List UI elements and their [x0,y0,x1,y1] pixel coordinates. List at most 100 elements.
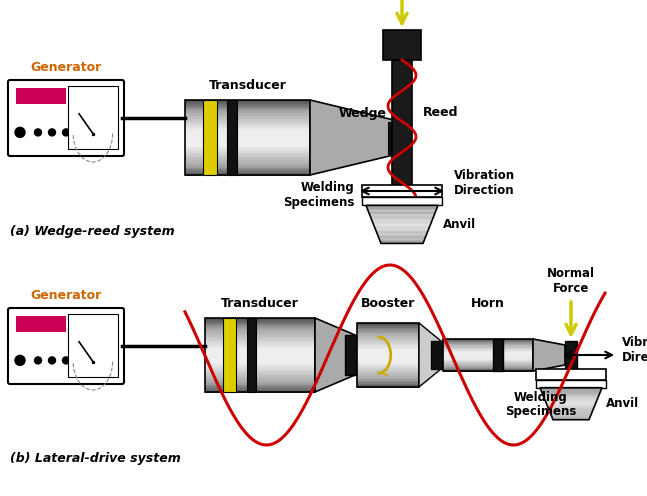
Circle shape [15,127,25,137]
Bar [205,383,315,385]
Bar [205,344,315,346]
Bar [223,318,236,392]
Bar [443,352,533,353]
Polygon shape [366,205,438,207]
Bar [357,384,419,386]
Bar [443,350,533,352]
Bar [185,173,310,176]
Bar [565,341,577,369]
Circle shape [49,129,56,136]
Polygon shape [540,389,602,390]
Polygon shape [552,418,590,419]
Polygon shape [545,400,597,402]
Bar [357,352,419,354]
Bar [357,385,419,387]
Polygon shape [310,100,400,175]
Bar [357,362,419,364]
Bar [443,370,533,371]
Bar [185,149,310,151]
Bar [443,339,533,371]
Bar [185,115,310,118]
Bar [185,128,310,130]
Bar [357,323,419,387]
Bar [357,339,419,341]
Bar [443,343,533,344]
Text: Booster: Booster [361,297,415,310]
Bar [185,100,310,175]
Text: Vibration
Direction: Vibration Direction [622,336,647,364]
Polygon shape [542,393,600,394]
FancyBboxPatch shape [8,308,124,384]
Bar [205,377,315,379]
Bar [357,368,419,370]
Polygon shape [553,419,589,420]
Bar [443,365,533,366]
Bar [357,363,419,365]
Bar [357,347,419,349]
Text: Normal
Force: Normal Force [547,267,595,295]
Bar [383,30,421,60]
Polygon shape [369,213,435,214]
Text: Welding
Specimens: Welding Specimens [505,390,576,419]
Text: Horn: Horn [471,297,505,310]
Bar [357,355,419,357]
Bar [185,141,310,144]
Bar [185,154,310,157]
Bar [443,341,533,342]
Text: Transducer: Transducer [221,297,299,310]
Bar [357,382,419,384]
Bar [357,379,419,381]
Bar [203,100,217,175]
Bar [185,143,310,145]
Polygon shape [377,233,427,235]
Bar [205,342,315,344]
Bar [205,325,315,328]
Bar [205,361,315,363]
Bar [185,137,310,140]
Circle shape [34,357,41,364]
Bar [392,60,412,195]
Bar [443,349,533,350]
Bar [443,362,533,364]
Bar [185,100,310,102]
Bar [205,355,315,357]
Text: Welding
Specimens: Welding Specimens [283,181,354,209]
Polygon shape [371,218,433,219]
Bar [357,353,419,356]
Bar [431,341,443,369]
Bar [205,364,315,367]
Bar [357,366,419,369]
Bar [443,361,533,362]
Bar [185,108,310,110]
Bar [185,123,310,125]
Polygon shape [380,240,424,241]
Text: (a) Wedge-reed system: (a) Wedge-reed system [10,225,175,238]
Polygon shape [544,398,598,399]
Polygon shape [379,239,425,240]
Bar [185,156,310,159]
Polygon shape [366,207,437,208]
Bar [16,316,67,332]
Polygon shape [549,410,593,411]
Bar [205,373,315,376]
Bar [443,345,533,346]
Text: Anvil: Anvil [443,218,476,231]
Bar [357,344,419,346]
Polygon shape [533,339,565,371]
Bar [205,323,315,326]
Bar [357,329,419,331]
Bar [185,171,310,174]
Bar [185,126,310,128]
Polygon shape [548,408,594,409]
Text: Anvil: Anvil [606,397,639,410]
Bar [205,381,315,383]
Polygon shape [367,209,437,210]
Text: Transducer: Transducer [208,79,287,92]
Polygon shape [373,224,430,226]
Bar [443,358,533,359]
Bar [357,376,419,378]
Bar [357,333,419,335]
Bar [205,353,315,356]
Bar [185,121,310,123]
Polygon shape [549,411,593,412]
